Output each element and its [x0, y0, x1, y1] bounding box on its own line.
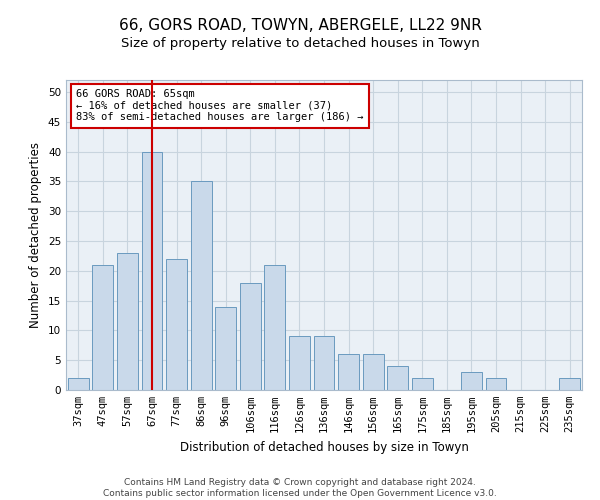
Bar: [215, 306, 236, 390]
Bar: [117, 253, 138, 390]
Text: 66 GORS ROAD: 65sqm
← 16% of detached houses are smaller (37)
83% of semi-detach: 66 GORS ROAD: 65sqm ← 16% of detached ho…: [76, 90, 364, 122]
Bar: [289, 336, 310, 390]
Bar: [338, 354, 359, 390]
Bar: [240, 282, 261, 390]
Text: Contains HM Land Registry data © Crown copyright and database right 2024.
Contai: Contains HM Land Registry data © Crown c…: [103, 478, 497, 498]
Bar: [166, 259, 187, 390]
Bar: [387, 366, 408, 390]
Bar: [92, 265, 113, 390]
X-axis label: Distribution of detached houses by size in Towyn: Distribution of detached houses by size …: [179, 440, 469, 454]
Bar: [142, 152, 163, 390]
Y-axis label: Number of detached properties: Number of detached properties: [29, 142, 43, 328]
Bar: [461, 372, 482, 390]
Bar: [68, 378, 89, 390]
Text: Size of property relative to detached houses in Towyn: Size of property relative to detached ho…: [121, 38, 479, 51]
Bar: [559, 378, 580, 390]
Bar: [265, 265, 286, 390]
Bar: [191, 182, 212, 390]
Bar: [485, 378, 506, 390]
Bar: [362, 354, 383, 390]
Bar: [314, 336, 334, 390]
Text: 66, GORS ROAD, TOWYN, ABERGELE, LL22 9NR: 66, GORS ROAD, TOWYN, ABERGELE, LL22 9NR: [119, 18, 481, 32]
Bar: [412, 378, 433, 390]
